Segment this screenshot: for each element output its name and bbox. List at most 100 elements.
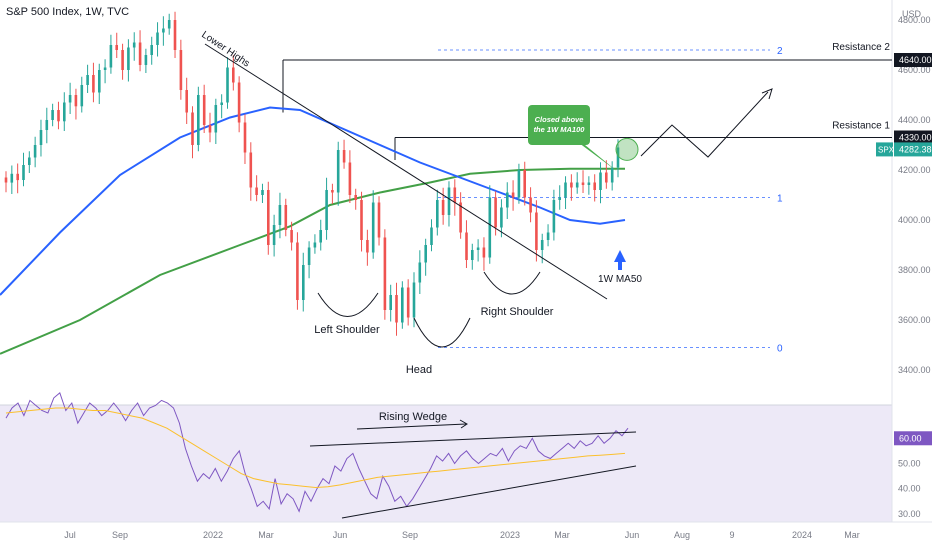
resistance-1-price-tag [894,130,932,145]
resistance-2-label: Resistance 2 [832,42,890,53]
lower-highs-trendline [204,43,608,300]
candle-body [115,45,118,50]
candle-body [482,247,486,258]
price-tick-label: 3800.00 [898,265,931,275]
candle-body [214,105,218,133]
fib-label: 0 [777,344,783,355]
right-shoulder-label: Right Shoulder [481,306,554,318]
candle-body [517,170,521,198]
rsi-tick-label: 30.00 [898,509,921,519]
candle-body [150,45,153,55]
candle-body [98,70,101,93]
head-arc [413,317,471,348]
candle-body [605,172,608,183]
fib-label: 2 [777,46,783,57]
candle-body [488,197,492,258]
time-tick-label: Jun [625,530,640,540]
rsi-value-text: 60.00 [899,433,922,443]
candle-body [494,197,497,228]
candle-body [546,232,550,240]
candle-body [581,182,585,185]
time-tick-label: Aug [674,530,690,540]
candle-body [290,230,293,243]
candle-body [92,75,95,93]
price-tick-label: 4000.00 [898,215,931,225]
candle-body [459,202,462,233]
candle-body [167,20,171,29]
candle-body [109,45,113,68]
candle-body [249,152,253,188]
candle-body [220,102,223,105]
candle-body [366,240,369,253]
candle-body [296,242,299,300]
candle-body [162,28,165,33]
candle-body [418,262,422,283]
time-tick-label: Mar [554,530,570,540]
candle-body [471,250,474,260]
time-tick-label: Mar [258,530,274,540]
candle-body [208,125,212,133]
candle-body [342,150,346,163]
time-tick-label: 2023 [500,530,520,540]
candle-body [51,110,54,120]
rsi-ma-line [5,407,626,489]
price-currency-label: USD [902,9,922,19]
last-price-text: 4282.38 [899,144,932,154]
price-tag-text: 4330.00 [899,133,932,143]
candle-body [558,197,561,200]
candle-body [552,200,556,233]
candle-body [173,20,177,50]
candle-body [39,130,43,145]
candle-body [348,162,352,195]
time-tick-label: Jul [64,530,76,540]
candle-body [511,192,515,198]
candle-body [132,42,136,48]
price-tick-label: 3400.00 [898,365,931,375]
time-tick-label: Sep [402,530,418,540]
time-tick-label: 2022 [203,530,223,540]
candle-body [243,122,247,153]
candle-body [412,282,416,318]
resistance-1-label: Resistance 1 [832,121,890,132]
candle-body [587,182,591,185]
candle-body [377,202,381,238]
candle-body [593,182,596,190]
rsi-tick-label: 40.00 [898,484,921,494]
candle-body [529,197,532,213]
left-shoulder-arc [317,292,379,317]
candle-body [453,187,457,203]
candle-body [406,287,410,318]
fib-label: 1 [777,194,783,205]
rsi-line [5,392,629,513]
candle-body [535,212,538,250]
candle-body [424,245,427,263]
time-tick-label: Jun [333,530,348,540]
candle-body [74,95,78,107]
candle-body [610,167,614,183]
candle-body [336,150,340,193]
candle-body [319,230,322,243]
projection-path [640,91,769,158]
candle-body [307,247,311,265]
candle-body [144,55,148,65]
candle-body [179,50,183,90]
last-price-tag [894,142,932,157]
candle-body [45,120,49,130]
rsi-value-tag [894,431,932,446]
candle-body [202,95,206,125]
candle-body [267,190,270,245]
candle-body [33,145,37,158]
resistance-2-price-tag [894,53,932,67]
candle-body [284,205,288,230]
candle-body [401,287,404,323]
candle-body [80,85,84,107]
candle-body [22,165,25,180]
candle-body [261,190,264,195]
candle-body [272,225,276,245]
candle-body [436,200,439,228]
candle-body [506,192,509,208]
time-tick-label: Mar [844,530,860,540]
chart-title: S&P 500 Index, 1W, TVC [6,6,130,18]
rising-wedge-arrowhead [459,419,468,429]
